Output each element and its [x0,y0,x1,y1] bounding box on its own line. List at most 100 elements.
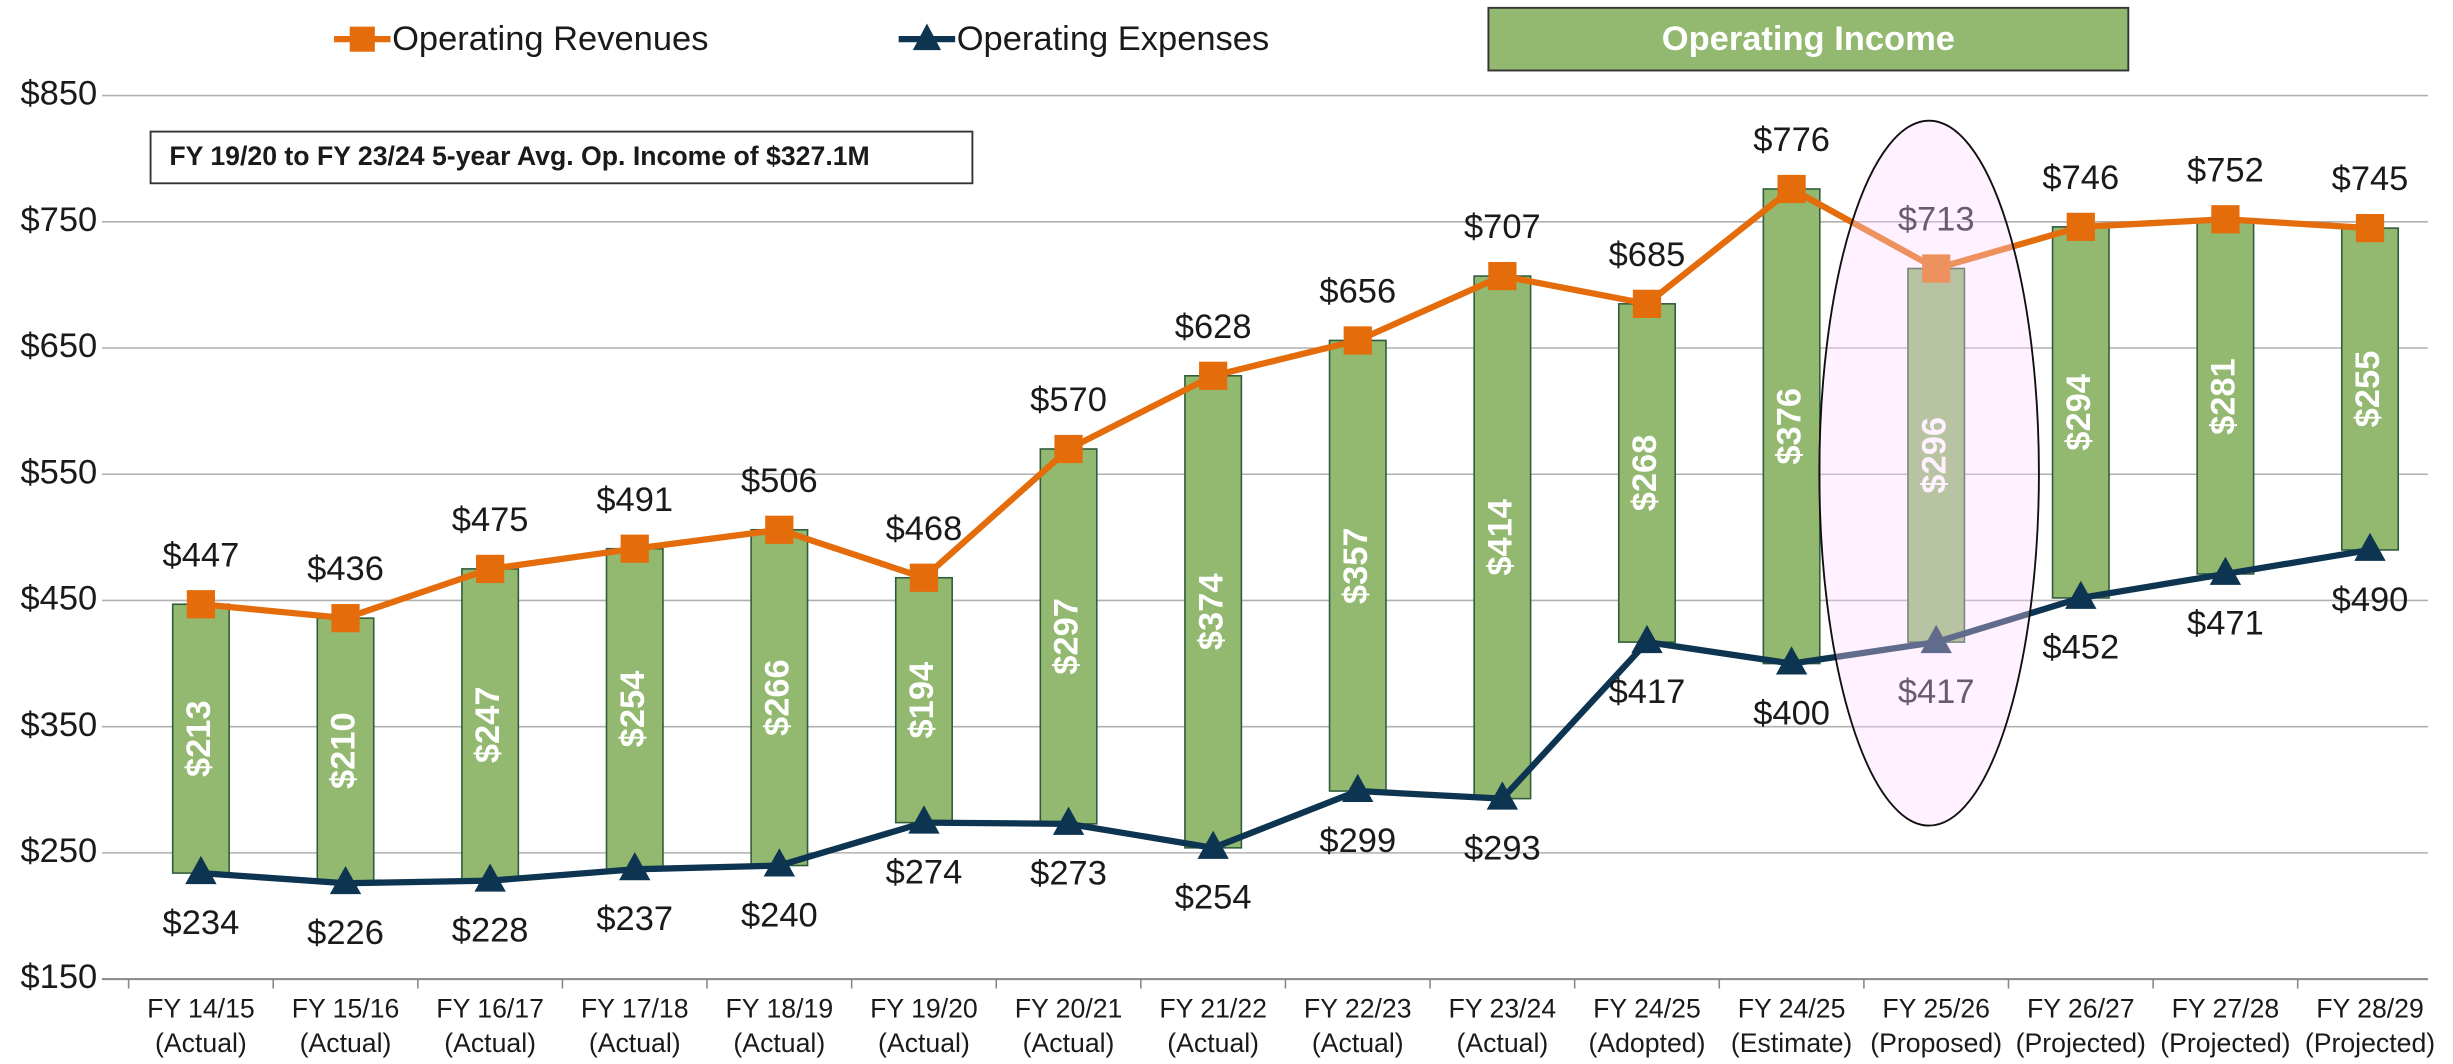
data-label: $447 [163,536,240,574]
income-label: $194 [903,662,941,739]
income-bar [1184,374,1243,849]
data-label: $468 [886,510,963,548]
y-tick-label: $850 [21,75,98,113]
marker [185,855,217,885]
x-tick-label: FY 17/18 [581,993,689,1023]
x-tick-label-status: (Actual) [1312,1028,1404,1058]
data-label: $745 [2332,160,2409,198]
y-tick-label: $350 [21,706,98,744]
data-label: $685 [1609,236,1686,274]
income-label: $294 [2060,374,2098,451]
legend-label: Operating Expenses [957,20,1270,58]
x-tick-label-status: (Actual) [1456,1028,1548,1058]
series-line [200,546,2371,887]
annotation-box [149,130,974,185]
x-tick-label-status: (Actual) [300,1028,392,1058]
x-tick-label-status: (Projected) [2305,1028,2435,1058]
x-tick-label: FY 19/20 [870,993,978,1023]
legend-marker [349,26,375,52]
data-label: $299 [1319,822,1396,860]
marker [909,563,939,592]
x-tick-label-status: (Projected) [2160,1028,2290,1058]
data-label: $491 [596,481,673,519]
y-tick-label: $750 [21,201,98,239]
marker [476,554,505,583]
income-bar [1039,448,1098,825]
marker [186,590,216,619]
data-label: $707 [1464,208,1541,246]
series-line [200,185,2371,622]
x-tick-label-status: (Actual) [589,1028,681,1058]
x-tick-label: FY 25/26 [1882,993,1990,1023]
y-tick-label: $150 [21,958,98,996]
legend-label: Operating Revenues [392,20,708,58]
income-label: $247 [469,686,507,763]
marker [765,515,794,544]
marker [1777,174,1806,204]
data-label: $273 [1030,855,1107,893]
marker [1054,434,1083,464]
x-tick-label: FY 21/22 [1159,993,1267,1023]
marker [1488,261,1517,291]
x-tick-label: FY 28/29 [2316,993,2424,1023]
x-tick-label: FY 14/15 [147,993,255,1023]
x-tick-label: FY 26/27 [2027,993,2135,1023]
data-label: $752 [2187,151,2264,189]
data-label: $228 [452,911,529,949]
x-tick-label-status: (Actual) [155,1028,247,1058]
x-tick-label: FY 22/23 [1304,993,1412,1023]
x-tick-label-status: (Actual) [878,1028,970,1058]
x-tick-label-status: (Actual) [1023,1028,1115,1058]
income-label: $266 [758,659,796,736]
x-tick-label: FY 18/19 [726,993,834,1023]
x-tick-label-status: (Actual) [733,1028,825,1058]
data-label: $400 [1753,694,1830,732]
data-label: $776 [1753,121,1830,159]
data-label: $417 [1898,673,1975,711]
x-tick-label: FY 15/16 [292,993,400,1023]
x-tick-label-status: (Actual) [1167,1028,1259,1058]
income-bar [461,568,520,882]
x-tick-label-status: (Actual) [444,1028,536,1058]
data-label: $628 [1175,308,1252,346]
x-tick-label: FY 24/25 [1593,993,1701,1023]
marker [331,604,360,633]
marker [1631,624,1663,654]
marker [620,534,649,563]
income-label: $357 [1337,527,1375,604]
data-label: $240 [741,896,818,934]
income-label: $281 [2205,358,2243,435]
x-tick-label-status: (Proposed) [1870,1028,2002,1058]
income-label: $213 [180,700,218,777]
legend-marker [912,23,942,51]
data-label: $417 [1609,673,1686,711]
marker [1922,254,1951,283]
x-tick-label: FY 23/24 [1449,993,1557,1023]
x-tick-label-status: (Adopted) [1588,1028,1705,1058]
marker [1343,326,1372,355]
marker [763,848,796,877]
x-tick-label: FY 16/17 [436,993,544,1023]
marker [2211,205,2240,234]
marker [2066,212,2095,241]
x-tick-label: FY 20/21 [1015,993,1123,1023]
income-bar [894,576,953,824]
marker [1486,781,1519,810]
income-label: $268 [1626,435,1664,512]
x-tick-label: FY 24/25 [1738,993,1846,1023]
data-label: $570 [1030,381,1107,419]
income-label: $254 [614,671,652,748]
y-tick-label: $650 [21,327,98,365]
income-label: $255 [2349,351,2387,428]
marker [1632,289,1662,318]
income-label: $414 [1481,499,1519,576]
marker [1197,830,1229,859]
marker [1199,361,1228,390]
data-label: $475 [452,501,529,539]
data-label: $254 [1175,879,1252,917]
legend-label: Operating Income [1662,20,1955,58]
data-label: $293 [1464,829,1541,867]
data-label: $490 [2332,581,2409,619]
income-label: $296 [1915,417,1953,494]
